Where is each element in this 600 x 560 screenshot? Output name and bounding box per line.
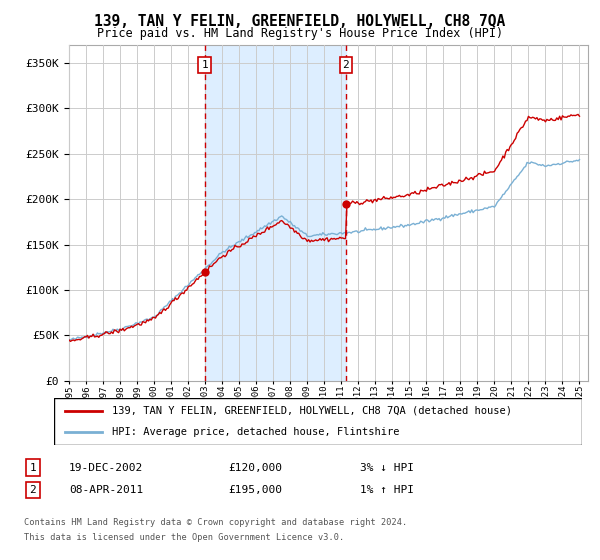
Text: 2: 2: [29, 485, 37, 495]
Text: This data is licensed under the Open Government Licence v3.0.: This data is licensed under the Open Gov…: [24, 533, 344, 542]
Text: 08-APR-2011: 08-APR-2011: [69, 485, 143, 495]
Text: 2: 2: [343, 60, 349, 70]
Text: 19-DEC-2002: 19-DEC-2002: [69, 463, 143, 473]
Text: Contains HM Land Registry data © Crown copyright and database right 2024.: Contains HM Land Registry data © Crown c…: [24, 518, 407, 527]
Text: 3% ↓ HPI: 3% ↓ HPI: [360, 463, 414, 473]
Text: 139, TAN Y FELIN, GREENFIELD, HOLYWELL, CH8 7QA: 139, TAN Y FELIN, GREENFIELD, HOLYWELL, …: [94, 14, 506, 29]
Text: Price paid vs. HM Land Registry's House Price Index (HPI): Price paid vs. HM Land Registry's House …: [97, 27, 503, 40]
Text: £195,000: £195,000: [228, 485, 282, 495]
Text: 1: 1: [201, 60, 208, 70]
Text: 1: 1: [29, 463, 37, 473]
Text: 1% ↑ HPI: 1% ↑ HPI: [360, 485, 414, 495]
Text: £120,000: £120,000: [228, 463, 282, 473]
Text: HPI: Average price, detached house, Flintshire: HPI: Average price, detached house, Flin…: [112, 427, 400, 437]
Text: 139, TAN Y FELIN, GREENFIELD, HOLYWELL, CH8 7QA (detached house): 139, TAN Y FELIN, GREENFIELD, HOLYWELL, …: [112, 406, 512, 416]
FancyBboxPatch shape: [54, 398, 582, 445]
